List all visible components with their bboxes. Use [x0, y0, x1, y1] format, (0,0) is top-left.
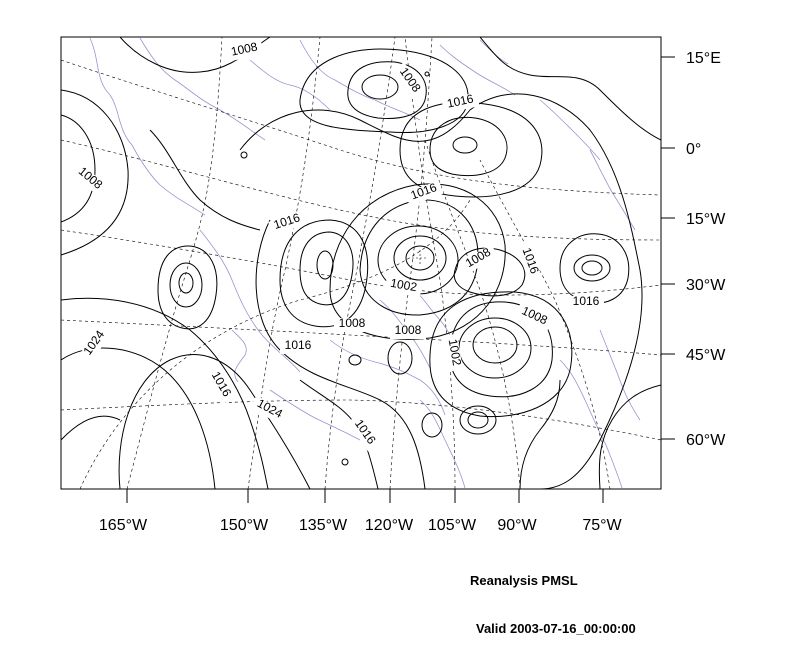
isobars — [61, 37, 661, 489]
map-caption: Reanalysis PMSL Valid 2003-07-16_00:00:0… — [470, 541, 636, 653]
contour-label: 1008 — [334, 316, 370, 332]
svg-text:1002: 1002 — [389, 276, 418, 294]
contour-label: 1002 — [384, 276, 423, 298]
caption-valid-time: Valid 2003-07-16_00:00:00 — [476, 621, 636, 636]
lon-tick-label: 135°W — [299, 517, 348, 534]
contour-label: 1016 — [441, 91, 480, 114]
lat-tick-label: 45°W — [686, 347, 726, 364]
contour-label: 1002 — [442, 333, 464, 372]
lon-tick-label: 90°W — [497, 517, 537, 534]
contour-label: 1016 — [405, 180, 444, 206]
lat-tick-label: 30°W — [686, 277, 726, 294]
contour-label: 1016 — [268, 210, 307, 236]
svg-text:1008: 1008 — [339, 316, 366, 330]
contour-label: 1016 — [516, 242, 542, 281]
caption-title: Reanalysis PMSL — [470, 573, 578, 588]
svg-text:1016: 1016 — [573, 294, 600, 308]
low-center-marks — [412, 250, 428, 266]
lon-tick-label: 120°W — [365, 517, 414, 534]
plot-frame — [60, 36, 662, 490]
lat-tick-label: 15°W — [686, 211, 726, 228]
lat-tick-label: 60°W — [686, 432, 726, 449]
lat-tick-label: 15°E — [686, 50, 721, 67]
lat-tick-label: 0° — [686, 141, 701, 158]
lon-tick-label: 165°W — [99, 517, 148, 534]
svg-text:1008: 1008 — [395, 323, 422, 337]
svg-text:1008: 1008 — [230, 39, 259, 58]
lon-tick-label: 75°W — [582, 517, 622, 534]
svg-text:1002: 1002 — [446, 338, 464, 367]
svg-text:1016: 1016 — [446, 91, 475, 110]
svg-text:1016: 1016 — [285, 338, 312, 352]
latitude-axis: 15°E 0° 15°W 30°W 45°W 60°W — [661, 50, 726, 449]
contour-label: 1016 — [280, 338, 316, 354]
longitude-axis: 165°W 150°W 135°W 120°W 105°W 90°W 75°W — [99, 489, 623, 534]
contour-label: 1008 — [390, 323, 426, 339]
contour-label: 1008 — [225, 39, 264, 62]
lon-tick-label: 150°W — [220, 517, 269, 534]
contour-label: 1016 — [568, 294, 604, 310]
lon-tick-label: 105°W — [428, 517, 477, 534]
pressure-map: 1008 1008 1016 1008 1016 1016 — [60, 36, 727, 534]
